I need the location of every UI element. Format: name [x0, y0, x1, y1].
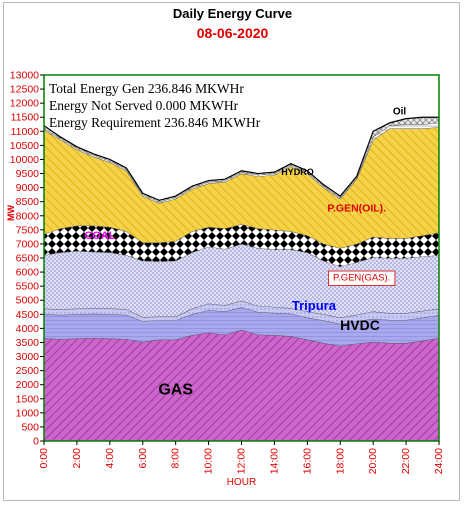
y-tick-label: 10000: [10, 154, 39, 166]
x-tick-label: 0:00: [38, 448, 50, 469]
y-axis-label: MW: [6, 205, 16, 221]
x-tick-label: 24:00: [433, 448, 445, 474]
energy-summary-box: Total Energy Gen 236.846 MKWHr Energy Not…: [49, 81, 261, 130]
area-p-gen-oil: [44, 127, 439, 249]
series-label-gas: GAS: [158, 382, 193, 399]
x-axis-label: HOUR: [227, 477, 256, 488]
axes-group: 0 500 1000 1500 2000 2500 3000 3500 4000 4500 5000…: [6, 70, 445, 489]
summary-line-2: Energy Not Served 0.000 MKWHr: [49, 98, 239, 113]
y-tick-label: 4000: [16, 323, 40, 335]
x-tick-label: 22:00: [400, 448, 412, 474]
summary-line-1: Total Energy Gen 236.846 MKWHr: [49, 81, 244, 96]
x-tick-label: 16:00: [301, 448, 313, 474]
chart-subtitle: 08-06-2020: [196, 25, 269, 41]
series-label-p-gen-oil: P.GEN(OIL).: [327, 203, 386, 215]
y-tick-label: 5500: [16, 281, 40, 293]
summary-line-3: Energy Requirement 236.846 MKWHr: [49, 115, 261, 130]
y-tick-label: 3000: [16, 351, 40, 363]
y-tick-label: 1000: [16, 407, 40, 419]
y-tick-label: 4500: [16, 309, 40, 321]
y-tick-label: 11500: [11, 112, 40, 124]
series-label-box: [327, 270, 396, 286]
y-tick-label: 11000: [11, 126, 40, 138]
boundary-line-7: [43, 116, 439, 201]
y-tick-label: 6000: [16, 267, 40, 279]
series-label-hvdc: HVDC: [340, 317, 380, 333]
x-tick-label: 4:00: [104, 448, 116, 469]
x-tick-label: 14:00: [268, 448, 280, 474]
y-tick-label: 6500: [16, 253, 40, 265]
area-gas: [44, 329, 439, 441]
x-tick-label: 10:00: [203, 448, 215, 474]
series-label-oil: Oil: [393, 106, 407, 117]
series-label-hydro: HYDRO: [281, 167, 314, 177]
series-label-tripura: Tripura: [292, 298, 337, 313]
y-tick-label: 9500: [16, 168, 40, 180]
y-tick-label: 10500: [10, 140, 39, 152]
y-tick-label: 12500: [10, 84, 39, 96]
x-tick-label: 2:00: [71, 448, 83, 469]
y-tick-label: 5000: [16, 295, 40, 307]
area-p-gen-gas: [44, 243, 439, 318]
y-tick-label: 500: [21, 421, 39, 433]
y-tick-label: 3500: [16, 337, 40, 349]
y-tick-label: 0: [33, 436, 39, 448]
x-tick-label: 8:00: [170, 448, 182, 469]
y-tick-label: 2500: [16, 365, 40, 377]
y-tick-label: 8500: [16, 196, 40, 208]
area-coal: [44, 224, 439, 267]
y-tick-label: 8000: [16, 210, 40, 222]
y-tick-label: 13000: [10, 70, 39, 82]
y-tick-label: 1500: [16, 393, 40, 405]
series-label-p-gen-gas: P.GEN(GAS).: [333, 273, 390, 284]
chart-title: Daily Energy Curve: [172, 6, 293, 21]
area-hvdc: [44, 307, 439, 346]
x-tick-label: 20:00: [367, 448, 379, 474]
y-tick-label: 7500: [16, 224, 40, 236]
series-label-coal: COAL: [84, 230, 115, 242]
y-tick-label: 7000: [16, 238, 40, 250]
x-tick-label: 12:00: [236, 448, 248, 474]
area-series-group: [43, 116, 440, 441]
y-tick-label: 12000: [10, 98, 39, 110]
y-tick-label: 9000: [16, 182, 40, 194]
x-tick-label: 18:00: [334, 448, 346, 474]
y-tick-label: 2000: [16, 379, 40, 391]
x-tick-label: 6:00: [137, 448, 149, 469]
